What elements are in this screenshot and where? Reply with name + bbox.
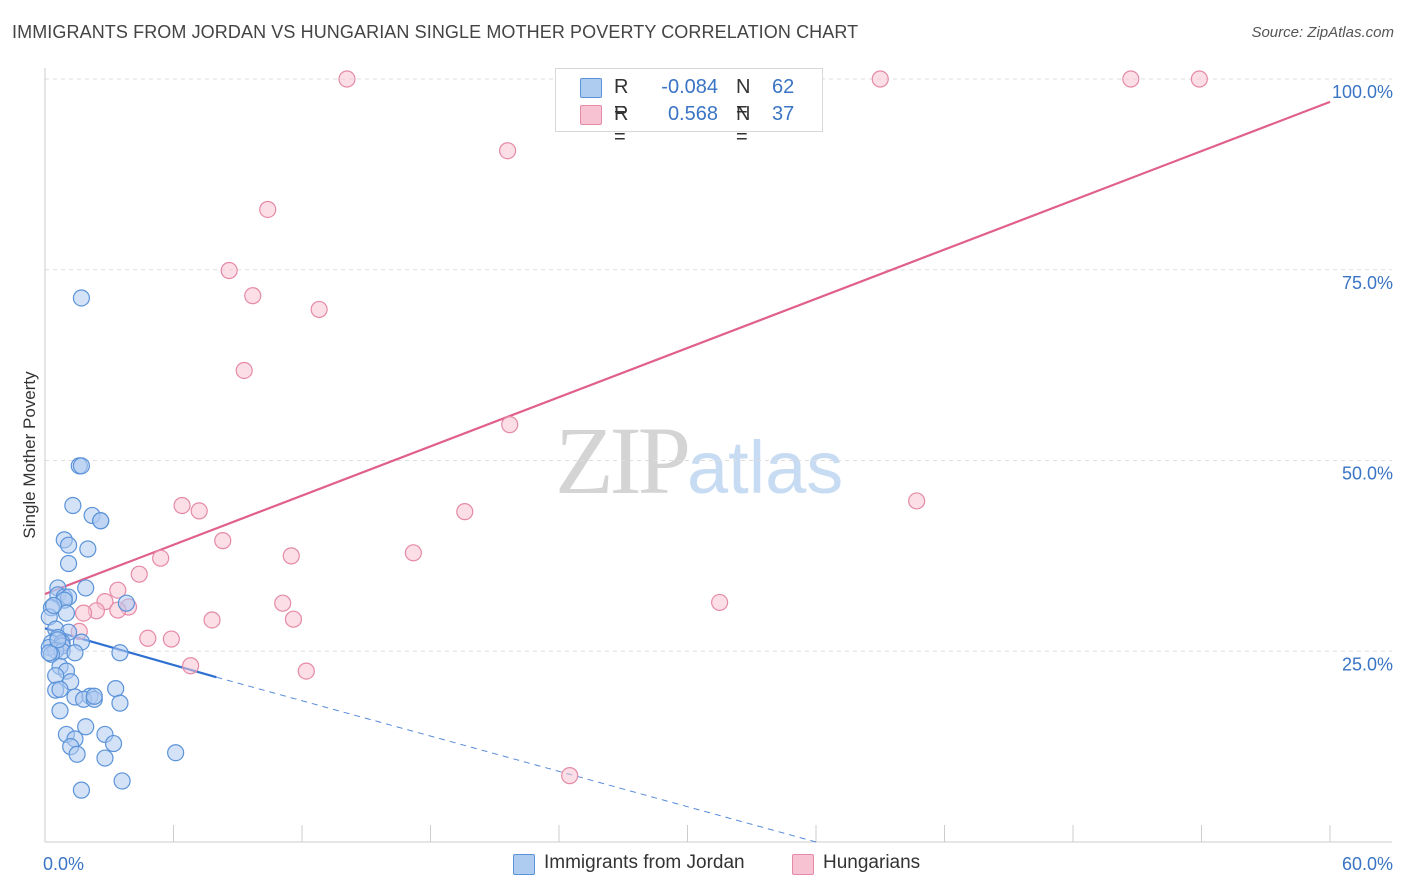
r-value: -0.084 [661, 76, 718, 98]
source-label: Source: ZipAtlas.com [1251, 24, 1394, 41]
data-point-hungarians [214, 532, 232, 550]
correlation-legend: R = -0.084 N = 62 R = 0.568 N = 37 [555, 68, 823, 148]
data-point-hungarians [1190, 70, 1208, 88]
r-label: R = [614, 76, 629, 121]
data-point-jordan [59, 554, 78, 573]
data-point-jordan [92, 512, 110, 530]
r-value: 0.568 [667, 103, 718, 125]
data-point-hungarians [130, 565, 148, 583]
data-point-jordan [111, 694, 129, 712]
data-point-hungarians [173, 496, 191, 515]
data-point-hungarians [152, 549, 170, 567]
legend-swatch-jordan [513, 854, 535, 875]
data-point-hungarians [499, 142, 517, 160]
data-point-hungarians [561, 767, 579, 785]
watermark-atlas: atlas [687, 426, 844, 509]
x-tick-label: 0.0% [43, 854, 84, 874]
data-point-jordan [64, 496, 82, 515]
n-value: 62 [772, 76, 795, 98]
data-point-jordan [167, 744, 185, 762]
data-point-jordan [49, 631, 67, 649]
data-point-hungarians [203, 611, 221, 629]
data-point-jordan [85, 687, 103, 705]
data-point-hungarians [908, 492, 926, 510]
data-point-hungarians [282, 547, 300, 565]
data-point-jordan [77, 579, 95, 597]
legend-label-hungarians: Hungarians [823, 852, 921, 873]
data-point-jordan [66, 644, 84, 662]
n-value: 37 [772, 103, 795, 125]
data-point-hungarians [244, 287, 262, 305]
data-point-jordan [72, 781, 91, 799]
data-point-jordan [51, 702, 69, 720]
data-point-hungarians [297, 662, 315, 680]
y-tick-label: 100.0% [1332, 82, 1393, 102]
n-label: N = [736, 103, 751, 148]
data-point-hungarians [190, 502, 208, 520]
data-point-jordan [59, 536, 78, 554]
legend-swatch-jordan [580, 78, 602, 98]
legend-swatch-hungarians [580, 105, 602, 125]
data-point-jordan [111, 644, 129, 662]
data-point-hungarians [501, 416, 519, 434]
data-point-jordan [117, 594, 135, 612]
data-point-hungarians [404, 544, 422, 562]
data-point-hungarians [711, 593, 729, 612]
trend-line-jordan-extension [216, 676, 817, 843]
data-point-jordan [96, 749, 114, 767]
legend-swatch-hungarians [792, 854, 814, 875]
data-point-jordan [79, 540, 97, 558]
data-point-hungarians [456, 503, 474, 521]
data-point-jordan [68, 745, 86, 763]
data-point-hungarians [274, 594, 292, 612]
data-point-hungarians [220, 261, 238, 280]
watermark: ZIPatlas [555, 405, 843, 516]
data-point-hungarians [109, 581, 127, 599]
chart-title: IMMIGRANTS FROM JORDAN VS HUNGARIAN SING… [12, 22, 859, 42]
data-point-hungarians [74, 604, 93, 622]
data-point-jordan [40, 644, 58, 662]
n-label: N = [736, 76, 751, 121]
data-point-hungarians [162, 630, 180, 648]
data-point-hungarians [310, 300, 328, 319]
data-point-hungarians [284, 610, 303, 628]
trend-line-hungarians [44, 100, 1331, 596]
data-point-jordan [72, 457, 91, 475]
data-point-hungarians [871, 70, 889, 88]
y-tick-label: 25.0% [1342, 654, 1393, 674]
data-point-hungarians [338, 70, 356, 88]
x-tick-label: 60.0% [1342, 854, 1393, 874]
data-point-jordan [107, 680, 125, 698]
y-tick-label: 50.0% [1342, 464, 1393, 484]
data-point-jordan [44, 596, 63, 615]
legend-label-jordan: Immigrants from Jordan [544, 852, 745, 873]
data-point-jordan [72, 289, 91, 307]
data-point-jordan [113, 772, 131, 790]
data-point-jordan [77, 718, 95, 736]
y-tick-label: 75.0% [1342, 273, 1393, 293]
data-point-jordan [51, 680, 69, 699]
data-point-hungarians [235, 361, 253, 380]
data-point-hungarians [182, 657, 200, 675]
data-point-hungarians [139, 629, 157, 647]
data-point-hungarians [1122, 70, 1140, 88]
data-point-jordan [104, 734, 123, 753]
data-point-jordan [57, 604, 76, 622]
y-axis-label: Single Mother Poverty [20, 371, 39, 539]
r-label: R = [614, 103, 629, 148]
data-point-hungarians [259, 200, 277, 219]
